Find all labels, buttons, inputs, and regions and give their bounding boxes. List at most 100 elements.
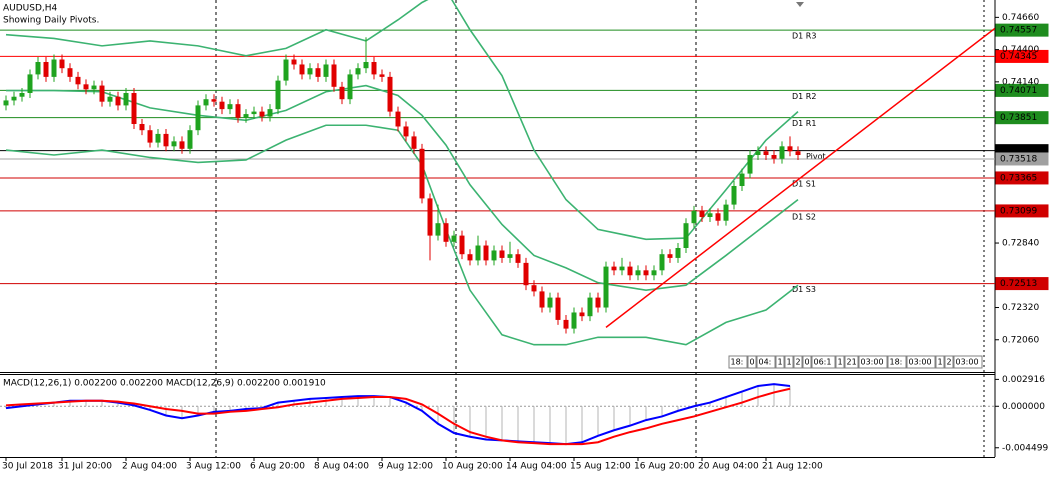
candle-body [651, 270, 657, 276]
x-tick-label: 15 Aug 12:00 [570, 462, 631, 472]
candle-body [515, 254, 521, 263]
candle-body [435, 223, 441, 236]
candle-body [107, 96, 113, 102]
candle-body [91, 85, 97, 90]
bollinger-band [5, 0, 799, 241]
candle-body [259, 111, 265, 117]
candle-body [715, 213, 721, 221]
candle-body [579, 312, 585, 317]
level-label: D1 R2 [792, 92, 816, 101]
candle-body [467, 254, 473, 261]
time-strip-label: 1 [938, 358, 943, 367]
x-tick-label: 21 Aug 12:00 [762, 462, 823, 472]
level-label: D1 S3 [792, 285, 816, 294]
price-label: 0.73518 [1000, 154, 1037, 164]
candle-body [11, 96, 17, 101]
symbol-title: AUDUSD,H4 [3, 4, 58, 14]
x-tick-label: 20 Aug 04:00 [698, 462, 759, 472]
x-tick-label: 2 Aug 04:00 [122, 462, 177, 472]
y-tick-label: 0.72060 [1002, 335, 1039, 345]
time-strip-label: 0 [750, 358, 755, 367]
trendline [605, 27, 995, 328]
price-label-box [995, 23, 1049, 37]
candle-body [131, 93, 137, 124]
time-strip-box [756, 355, 776, 369]
time-strip-box [906, 355, 936, 369]
time-strip-box [747, 355, 757, 369]
candle-body [219, 101, 225, 110]
candle-body [251, 111, 257, 115]
candle-body [243, 114, 249, 118]
candle-body [291, 59, 297, 65]
candle-body [331, 64, 337, 87]
candle-body [667, 254, 673, 258]
y-tick-label: 0.74660 [1002, 13, 1039, 23]
pivot-note: Showing Daily Pivots. [3, 16, 99, 26]
price-label-box [995, 83, 1049, 97]
y-tick-label: 0.74400 [1002, 45, 1039, 55]
price-label-box [995, 152, 1049, 166]
x-tick-label: 10 Aug 20:00 [442, 462, 503, 472]
macd-line [5, 383, 791, 446]
time-strip-label: 1 [778, 358, 783, 367]
time-strip-label: 04: [759, 358, 772, 367]
candle-body [443, 223, 449, 242]
level-label: Pivot [806, 152, 826, 161]
time-strip-box [887, 355, 907, 369]
candle-body [571, 312, 577, 329]
shift-triangle [796, 2, 804, 7]
price-label-box [995, 171, 1049, 185]
level-label: D1 R1 [792, 119, 816, 128]
candle-body [147, 130, 153, 143]
axes: 0.74557 0.74345 0.74071 0.73851 0.735850.735… [2, 13, 1049, 472]
candle-body [395, 111, 401, 127]
candle-body [171, 141, 177, 147]
candle-body [587, 297, 593, 317]
level-label: D1 S2 [792, 212, 816, 221]
x-tick-label: 9 Aug 12:00 [378, 462, 433, 472]
candle-body [283, 59, 289, 81]
candle-body [675, 248, 681, 258]
candle-body [3, 100, 9, 106]
price-label: 0.73851 [1000, 113, 1037, 123]
candle-body [531, 285, 537, 292]
candle-body [267, 109, 273, 117]
candle-body [507, 254, 513, 258]
level-label: D1 R3 [792, 32, 816, 41]
time-strip-label: 18: [731, 358, 744, 367]
candle-body [363, 62, 369, 69]
y-tick-label: -0.004499 [1002, 443, 1048, 453]
candle-body [299, 64, 305, 75]
candle-body [27, 74, 33, 93]
candle-body [187, 130, 193, 149]
time-strip-label: 1 [787, 358, 792, 367]
price-label: 0.74071 [1000, 86, 1037, 96]
y-tick-label: 0.002916 [1002, 375, 1045, 385]
level-label: D1 S1 [792, 179, 816, 188]
candle-body [427, 198, 433, 236]
candle-body [523, 262, 529, 286]
x-tick-label: 30 Jul 2018 [2, 462, 53, 472]
candle-body [307, 68, 313, 75]
candle-body [275, 80, 281, 110]
x-tick-label: 14 Aug 04:00 [506, 462, 567, 472]
candle-body [35, 62, 41, 75]
candle-body [179, 141, 185, 149]
candle-body [475, 245, 481, 261]
candle-body [611, 266, 617, 271]
candle-body [451, 235, 457, 242]
candle-body [627, 266, 633, 276]
candle-body [755, 151, 761, 155]
candle-body [83, 84, 89, 90]
time-strip-box [935, 355, 945, 369]
candle-body [419, 148, 425, 199]
candle-body [739, 173, 745, 186]
time-strip-label: 03:00 [909, 358, 932, 367]
candle-body [19, 93, 25, 97]
bollinger-band [5, 124, 799, 346]
candle-body [227, 104, 233, 110]
candle-body [75, 76, 81, 85]
time-strip-box [802, 355, 812, 369]
candle-body [163, 133, 169, 147]
time-strip-label: 18: [890, 358, 903, 367]
